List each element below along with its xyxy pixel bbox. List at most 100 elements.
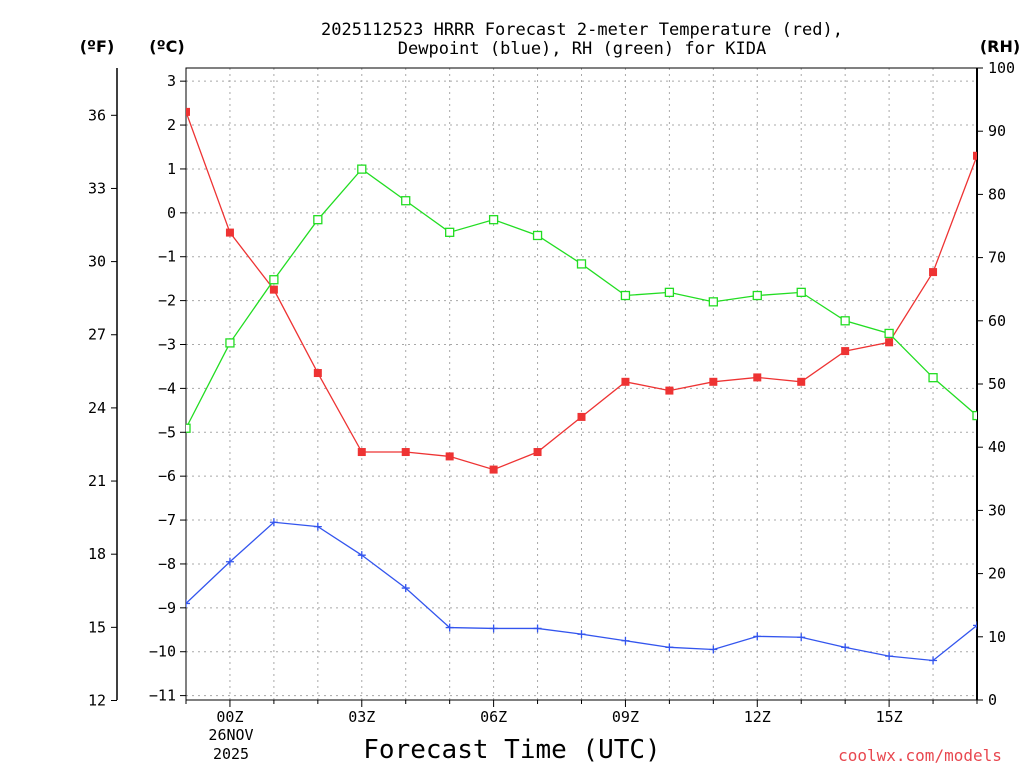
rh-tick-label: 50	[988, 375, 1006, 393]
c-tick-label: 0	[167, 204, 176, 222]
rh-point	[752, 290, 762, 301]
temperature-point	[225, 228, 234, 237]
dewpoint-point	[621, 636, 630, 645]
dewpoint-point	[753, 632, 762, 641]
temperature-point	[973, 151, 977, 160]
dewpoint-point	[269, 518, 278, 527]
rh-point	[576, 259, 587, 269]
f-tick-label: 27	[88, 326, 106, 344]
rh-point	[313, 215, 323, 225]
c-tick-label: −5	[158, 423, 176, 441]
chart-title-line1: 2025112523 HRRR Forecast 2-meter Tempera…	[321, 20, 843, 40]
temperature-point	[621, 377, 630, 386]
rh-point	[401, 196, 411, 206]
series-group	[186, 107, 977, 665]
rh-tick-label: 20	[988, 565, 1006, 583]
rh-tick-label: 60	[988, 312, 1006, 330]
x-axis-label: Forecast Time (UTC)	[363, 735, 660, 765]
f-tick-label: 24	[88, 399, 106, 417]
c-tick-label: 1	[167, 160, 176, 178]
c-tick-label: 3	[167, 72, 176, 90]
temperature-point	[269, 285, 278, 294]
rh-tick-label: 10	[988, 628, 1006, 646]
f-tick-label: 36	[88, 106, 106, 124]
c-tick-label: −11	[149, 687, 176, 705]
f-tick-label: 12	[88, 691, 106, 709]
rh-point	[664, 287, 675, 298]
rh-tick-label: 100	[988, 59, 1015, 77]
temperature-point	[841, 347, 850, 356]
celsius-unit-label: (ºC)	[149, 37, 184, 56]
chart-title-line2: Dewpoint (blue), RH (green) for KIDA	[398, 39, 766, 59]
rh-point	[884, 328, 894, 339]
axes: 3210−1−2−3−4−5−6−7−8−9−10−11363330272421…	[88, 59, 1015, 726]
date-line1: 26NOV	[208, 726, 253, 744]
temperature-point	[929, 268, 938, 277]
c-tick-label: −8	[158, 555, 176, 573]
c-tick-label: −4	[158, 379, 176, 397]
series-layer	[186, 107, 977, 665]
fahrenheit-unit-label: (ºF)	[80, 37, 115, 56]
dewpoint-point	[186, 599, 190, 608]
c-tick-label: −2	[158, 292, 176, 310]
temperature-point	[401, 448, 410, 457]
rh-tick-label: 70	[988, 249, 1006, 267]
rh-point	[972, 410, 977, 421]
dewpoint-point	[973, 621, 977, 630]
x-tick-label: 00Z	[216, 708, 243, 726]
dewpoint-point	[577, 630, 586, 639]
rh-point	[445, 227, 455, 237]
c-tick-label: −7	[158, 511, 176, 529]
f-tick-label: 18	[88, 545, 106, 563]
dewpoint-point	[797, 633, 806, 642]
dewpoint-point	[489, 624, 498, 633]
rh-tick-label: 30	[988, 501, 1006, 519]
x-tick-label: 09Z	[612, 708, 639, 726]
rh-point	[928, 373, 938, 383]
c-tick-label: −6	[158, 467, 176, 485]
f-tick-label: 33	[88, 179, 106, 197]
rh-tick-label: 40	[988, 438, 1006, 456]
dewpoint-point	[445, 623, 454, 632]
plot-frame	[185, 67, 978, 701]
credit-label: coolwx.com/models	[838, 746, 1002, 765]
f-tick-label: 21	[88, 472, 106, 490]
temperature-point	[313, 369, 322, 378]
rh-point	[620, 290, 631, 301]
rh-unit-label: (RH)	[980, 37, 1020, 56]
dewpoint-point	[401, 584, 410, 593]
f-tick-label: 15	[88, 618, 106, 636]
c-tick-label: −9	[158, 599, 176, 617]
c-tick-label: −10	[149, 643, 176, 661]
rh-tick-label: 90	[988, 122, 1006, 140]
rh-point	[708, 297, 718, 307]
temperature-point	[489, 465, 498, 474]
dewpoint-point	[313, 522, 322, 531]
x-tick-label: 15Z	[876, 708, 903, 726]
dewpoint-point	[885, 652, 894, 661]
temperature-point	[753, 373, 762, 382]
dewpoint-point	[533, 624, 542, 633]
temperature-point	[665, 386, 674, 395]
dewpoint-point	[929, 656, 938, 665]
temperature-point	[357, 448, 366, 457]
c-tick-label: −1	[158, 248, 176, 266]
grid	[185, 68, 978, 700]
rh-point	[488, 215, 499, 225]
temperature-point	[577, 412, 586, 421]
x-tick-label: 03Z	[348, 708, 375, 726]
dewpoint-point	[357, 551, 366, 560]
temperature-point	[186, 107, 190, 116]
x-tick-label: 12Z	[744, 708, 771, 726]
dewpoint-point	[709, 645, 718, 654]
temperature-point	[709, 377, 718, 386]
rh-point	[357, 164, 367, 174]
temperature-point	[797, 377, 806, 386]
dewpoint-point	[841, 643, 850, 652]
temperature-point	[533, 448, 542, 457]
x-tick-label: 06Z	[480, 708, 507, 726]
rh-point	[532, 230, 543, 241]
dewpoint-point	[225, 557, 234, 566]
rh-point	[796, 287, 806, 298]
